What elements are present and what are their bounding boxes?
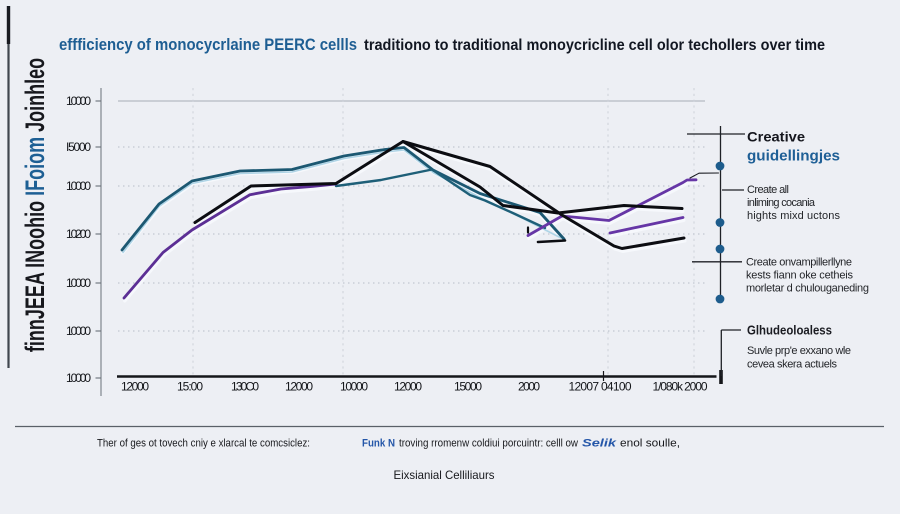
svg-text:10000: 10000 bbox=[66, 94, 91, 108]
svg-text:Ther of ges ot tovech cniy e x: Ther of ges ot tovech cniy e xlarcal te … bbox=[97, 438, 310, 450]
svg-text:troving rromenw coldiui porcui: troving rromenw coldiui porcuintr: celll… bbox=[399, 438, 578, 450]
svg-text:130C0: 130C0 bbox=[231, 380, 259, 394]
svg-text:2000: 2000 bbox=[518, 380, 540, 394]
svg-text:Eixsianial Celliliaurs: Eixsianial Celliliaurs bbox=[394, 468, 495, 482]
svg-text:10000: 10000 bbox=[66, 276, 91, 290]
svg-text:10000: 10000 bbox=[340, 380, 368, 394]
svg-text:12000: 12000 bbox=[285, 380, 313, 394]
svg-text:morletar d chulouganeding: morletar d chulouganeding bbox=[746, 283, 869, 295]
svg-text:cevea skera actuels: cevea skera actuels bbox=[747, 358, 838, 370]
svg-text:inliming cocania: inliming cocania bbox=[747, 197, 816, 209]
svg-text:1/080k 2000: 1/080k 2000 bbox=[653, 380, 708, 394]
svg-text:10000: 10000 bbox=[66, 179, 91, 193]
svg-text:10000: 10000 bbox=[66, 371, 91, 385]
svg-text:12000: 12000 bbox=[394, 380, 422, 394]
svg-text:kests fiann oke cetheis: kests fiann oke cetheis bbox=[746, 270, 854, 282]
svg-text:traditiono to traditional mono: traditiono to traditional monoycricline … bbox=[364, 37, 825, 54]
svg-text:Funk N: Funk N bbox=[362, 438, 395, 450]
svg-text:Create all: Create all bbox=[747, 184, 789, 196]
svg-text:15:00: 15:00 bbox=[177, 380, 203, 394]
svg-text:hights mixd uctons: hights mixd uctons bbox=[747, 210, 841, 222]
svg-text:Selik: Selik bbox=[582, 438, 617, 450]
svg-text:12000: 12000 bbox=[121, 380, 149, 394]
svg-text:12007 04100: 12007 04100 bbox=[569, 380, 632, 394]
svg-text:10000: 10000 bbox=[66, 324, 91, 338]
svg-text:Create onvampillerllyne: Create onvampillerllyne bbox=[746, 257, 852, 269]
svg-text:Glhudeoloaless: Glhudeoloaless bbox=[747, 323, 832, 338]
svg-text:I5000: I5000 bbox=[66, 140, 91, 154]
svg-text:Creative: Creative bbox=[747, 129, 805, 145]
svg-text:finnJEEA INoohio IFoiom Joinhl: finnJEEA INoohio IFoiom Joinhleo bbox=[19, 58, 50, 352]
svg-text:15000: 15000 bbox=[454, 380, 482, 394]
svg-text:10200: 10200 bbox=[66, 227, 91, 241]
svg-text:enol soulle,: enol soulle, bbox=[620, 438, 680, 450]
svg-text:Suvle prp'e exxano wle: Suvle prp'e exxano wle bbox=[747, 345, 851, 357]
svg-text:guidellingjes: guidellingjes bbox=[747, 148, 840, 165]
svg-text:effficiency of monocycrlaine P: effficiency of monocycrlaine PEERC celll… bbox=[59, 36, 357, 54]
